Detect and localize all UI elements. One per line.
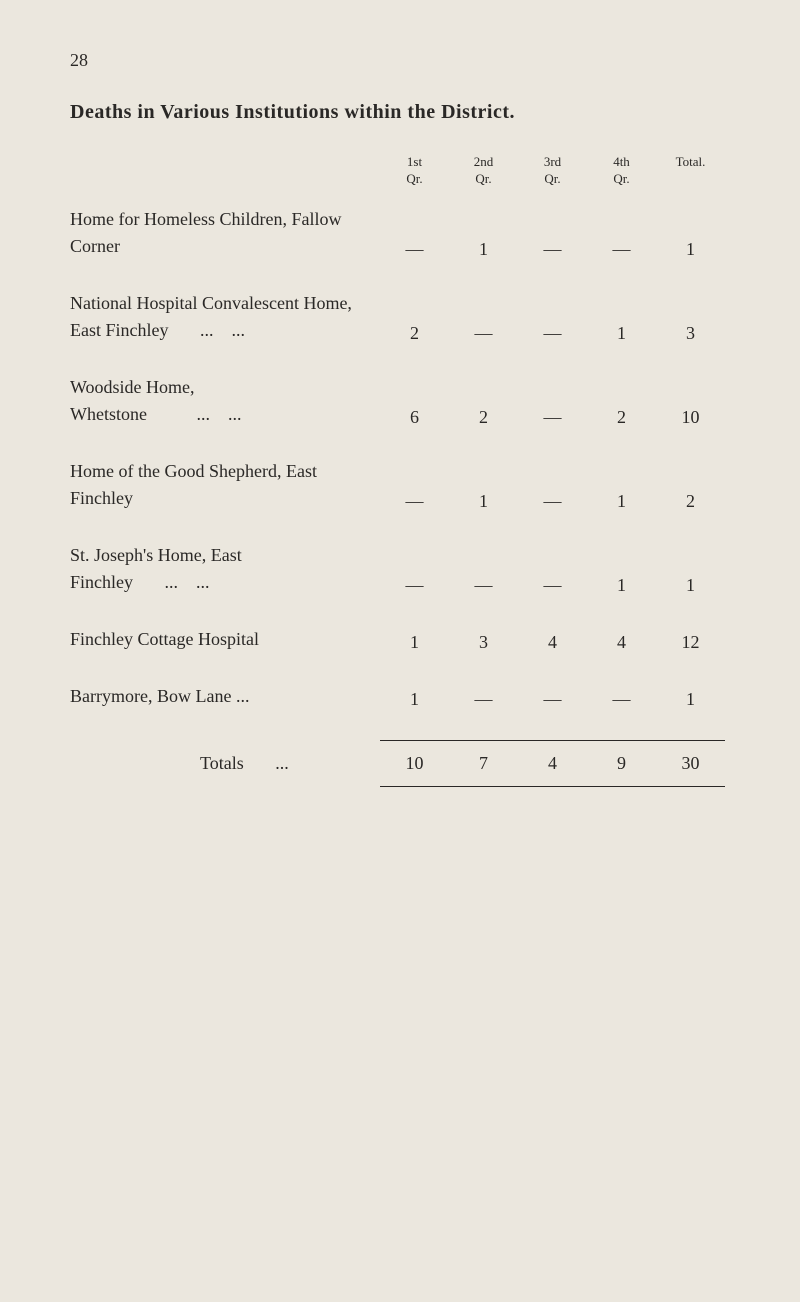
- table-row: Home of the Good Shepherd, East Finchley…: [70, 458, 730, 512]
- cell-q3: —: [518, 575, 587, 596]
- totals-q1: 10: [380, 753, 449, 774]
- row-label: Home for Homeless Children, Fallow Corne…: [70, 206, 380, 260]
- totals-q3: 4: [518, 753, 587, 774]
- header-q1: 1stQr.: [380, 154, 449, 188]
- cell-total: 1: [656, 689, 725, 710]
- cell-q2: —: [449, 689, 518, 710]
- cell-total: 12: [656, 632, 725, 653]
- deaths-table: 1stQr. 2ndQr. 3rdQr. 4thQr. Total. Home …: [70, 154, 730, 787]
- table-row: St. Joseph's Home, East Finchley ... ...…: [70, 542, 730, 596]
- divider-line-bottom: [380, 786, 725, 787]
- row-label: Barrymore, Bow Lane ...: [70, 683, 380, 710]
- row-label: Home of the Good Shepherd, East Finchley: [70, 458, 380, 512]
- cell-total: 3: [656, 323, 725, 344]
- cell-q2: 1: [449, 239, 518, 260]
- table-row: National Hospital Convalescent Home, Eas…: [70, 290, 730, 344]
- cell-q2: —: [449, 575, 518, 596]
- cell-q4: 4: [587, 632, 656, 653]
- page-title: Deaths in Various Institutions within th…: [70, 101, 730, 124]
- cell-q1: 1: [380, 689, 449, 710]
- cell-q3: —: [518, 323, 587, 344]
- totals-q2: 7: [449, 753, 518, 774]
- cell-q2: 3: [449, 632, 518, 653]
- page-number: 28: [70, 50, 730, 71]
- table-header-row: 1stQr. 2ndQr. 3rdQr. 4thQr. Total.: [70, 154, 730, 188]
- cell-q1: —: [380, 239, 449, 260]
- cell-q3: 4: [518, 632, 587, 653]
- cell-q4: 1: [587, 575, 656, 596]
- cell-q4: —: [587, 689, 656, 710]
- table-row: Barrymore, Bow Lane ... 1 — — — 1: [70, 683, 730, 710]
- cell-total: 2: [656, 491, 725, 512]
- cell-q1: 2: [380, 323, 449, 344]
- totals-row: Totals ... 10 7 4 9 30: [70, 753, 730, 774]
- header-q2: 2ndQr.: [449, 154, 518, 188]
- header-q3: 3rdQr.: [518, 154, 587, 188]
- cell-total: 1: [656, 239, 725, 260]
- divider-line: [380, 740, 725, 741]
- cell-q3: —: [518, 239, 587, 260]
- row-label: Woodside Home, Whetstone ... ...: [70, 374, 380, 428]
- header-spacer: [70, 154, 380, 188]
- table-row: Woodside Home, Whetstone ... ... 6 2 — 2…: [70, 374, 730, 428]
- cell-q2: 2: [449, 407, 518, 428]
- table-row: Finchley Cottage Hospital 1 3 4 4 12: [70, 626, 730, 653]
- header-q4: 4thQr.: [587, 154, 656, 188]
- cell-q1: 6: [380, 407, 449, 428]
- cell-q4: 2: [587, 407, 656, 428]
- row-label: Finchley Cottage Hospital: [70, 626, 380, 653]
- cell-total: 10: [656, 407, 725, 428]
- cell-q4: 1: [587, 491, 656, 512]
- row-label: St. Joseph's Home, East Finchley ... ...: [70, 542, 380, 596]
- header-total: Total.: [656, 154, 725, 188]
- totals-total: 30: [656, 753, 725, 774]
- cell-q1: —: [380, 491, 449, 512]
- cell-q1: 1: [380, 632, 449, 653]
- cell-q3: —: [518, 689, 587, 710]
- totals-label: Totals ...: [70, 753, 380, 774]
- row-label: National Hospital Convalescent Home, Eas…: [70, 290, 380, 344]
- cell-q1: —: [380, 575, 449, 596]
- cell-q2: —: [449, 323, 518, 344]
- cell-q4: 1: [587, 323, 656, 344]
- cell-total: 1: [656, 575, 725, 596]
- totals-q4: 9: [587, 753, 656, 774]
- cell-q3: —: [518, 407, 587, 428]
- table-row: Home for Homeless Children, Fallow Corne…: [70, 206, 730, 260]
- cell-q3: —: [518, 491, 587, 512]
- cell-q4: —: [587, 239, 656, 260]
- cell-q2: 1: [449, 491, 518, 512]
